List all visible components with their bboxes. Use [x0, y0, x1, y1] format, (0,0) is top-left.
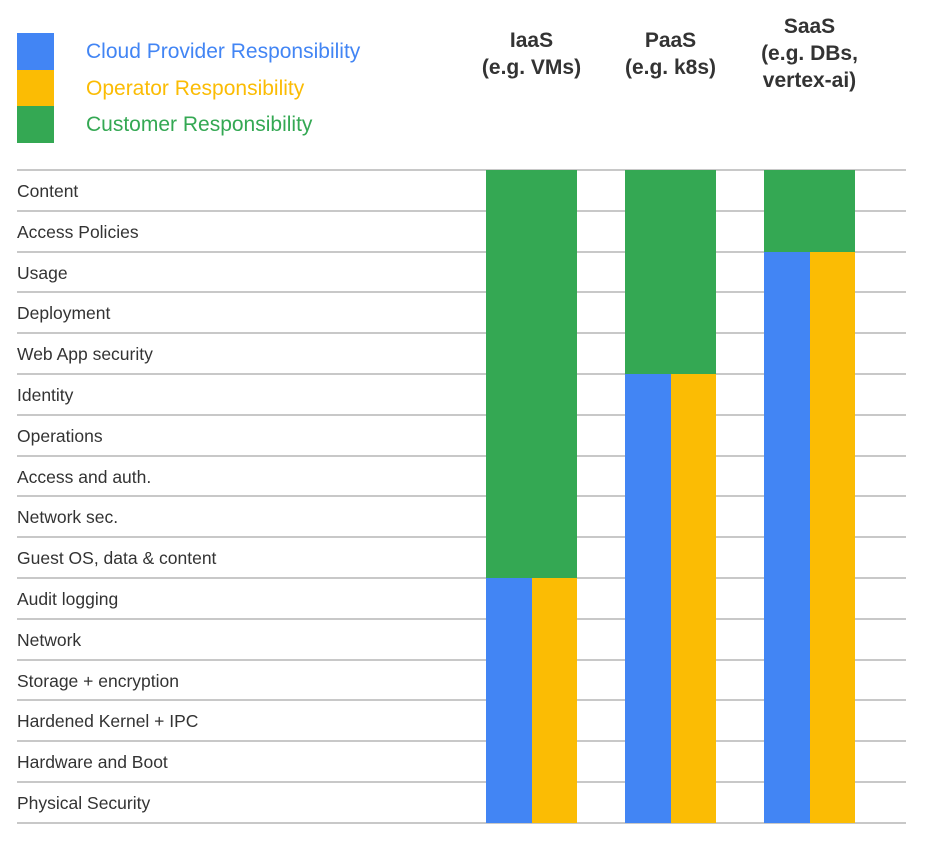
customer-segment	[764, 170, 855, 252]
row-divider	[17, 495, 906, 498]
row-divider	[17, 658, 906, 661]
row-label: Hardware and Boot	[17, 752, 168, 773]
legend-label: Cloud Provider Responsibility	[86, 40, 361, 63]
column-header: (e.g. VMs)	[481, 56, 582, 79]
row-label: Physical Security	[17, 793, 151, 813]
cloud-provider-segment	[764, 251, 810, 823]
row-label: Deployment	[17, 303, 111, 324]
row-divider	[17, 617, 906, 620]
row-divider	[17, 373, 906, 375]
column-header: (e.g. DBs,	[761, 42, 858, 65]
row-divider	[17, 454, 906, 457]
column-header: PaaS	[644, 29, 697, 52]
row-label: Web App security	[17, 344, 153, 365]
row-divider	[17, 536, 906, 539]
row-label: Storage + encryption	[17, 670, 179, 691]
row-divider	[17, 169, 906, 171]
legend-label: Operator Responsibility	[86, 76, 305, 100]
column-header: SaaS	[783, 15, 836, 38]
row-label: Identity	[17, 385, 74, 405]
cloud-provider-segment	[625, 374, 671, 823]
row-divider	[17, 291, 906, 294]
row-label: Content	[17, 181, 79, 201]
column-header: IaaS	[509, 29, 554, 52]
legend-label: Customer Responsibility	[86, 113, 313, 136]
column-header: vertex-ai)	[762, 69, 857, 92]
row-label: Operations	[17, 425, 103, 446]
row-label: Usage	[17, 262, 68, 283]
row-divider	[17, 740, 906, 743]
legend-swatch	[17, 106, 54, 143]
row-divider	[17, 781, 906, 783]
operator-segment	[809, 251, 855, 823]
operator-segment	[670, 374, 716, 823]
row-divider	[17, 577, 906, 579]
row-label: Access Policies	[17, 221, 139, 242]
row-divider	[17, 413, 906, 416]
row-label: Access and auth.	[17, 466, 152, 487]
row-divider	[17, 250, 906, 253]
operator-segment	[531, 578, 577, 823]
row-divider	[17, 209, 906, 212]
column-header: (e.g. k8s)	[624, 56, 717, 79]
row-divider	[17, 821, 906, 824]
row-label: Audit logging	[17, 589, 119, 609]
customer-segment	[486, 170, 577, 578]
row-label: Hardened Kernel + IPC	[17, 711, 199, 732]
legend-swatch	[17, 33, 54, 70]
customer-segment	[625, 170, 716, 374]
cloud-provider-segment	[486, 578, 532, 823]
row-divider	[17, 699, 906, 702]
row-label: Guest OS, data & content	[17, 548, 217, 569]
legend-swatch	[17, 69, 54, 107]
row-label: Network sec.	[17, 507, 119, 528]
row-label: Network	[17, 629, 82, 650]
row-divider	[17, 332, 906, 335]
